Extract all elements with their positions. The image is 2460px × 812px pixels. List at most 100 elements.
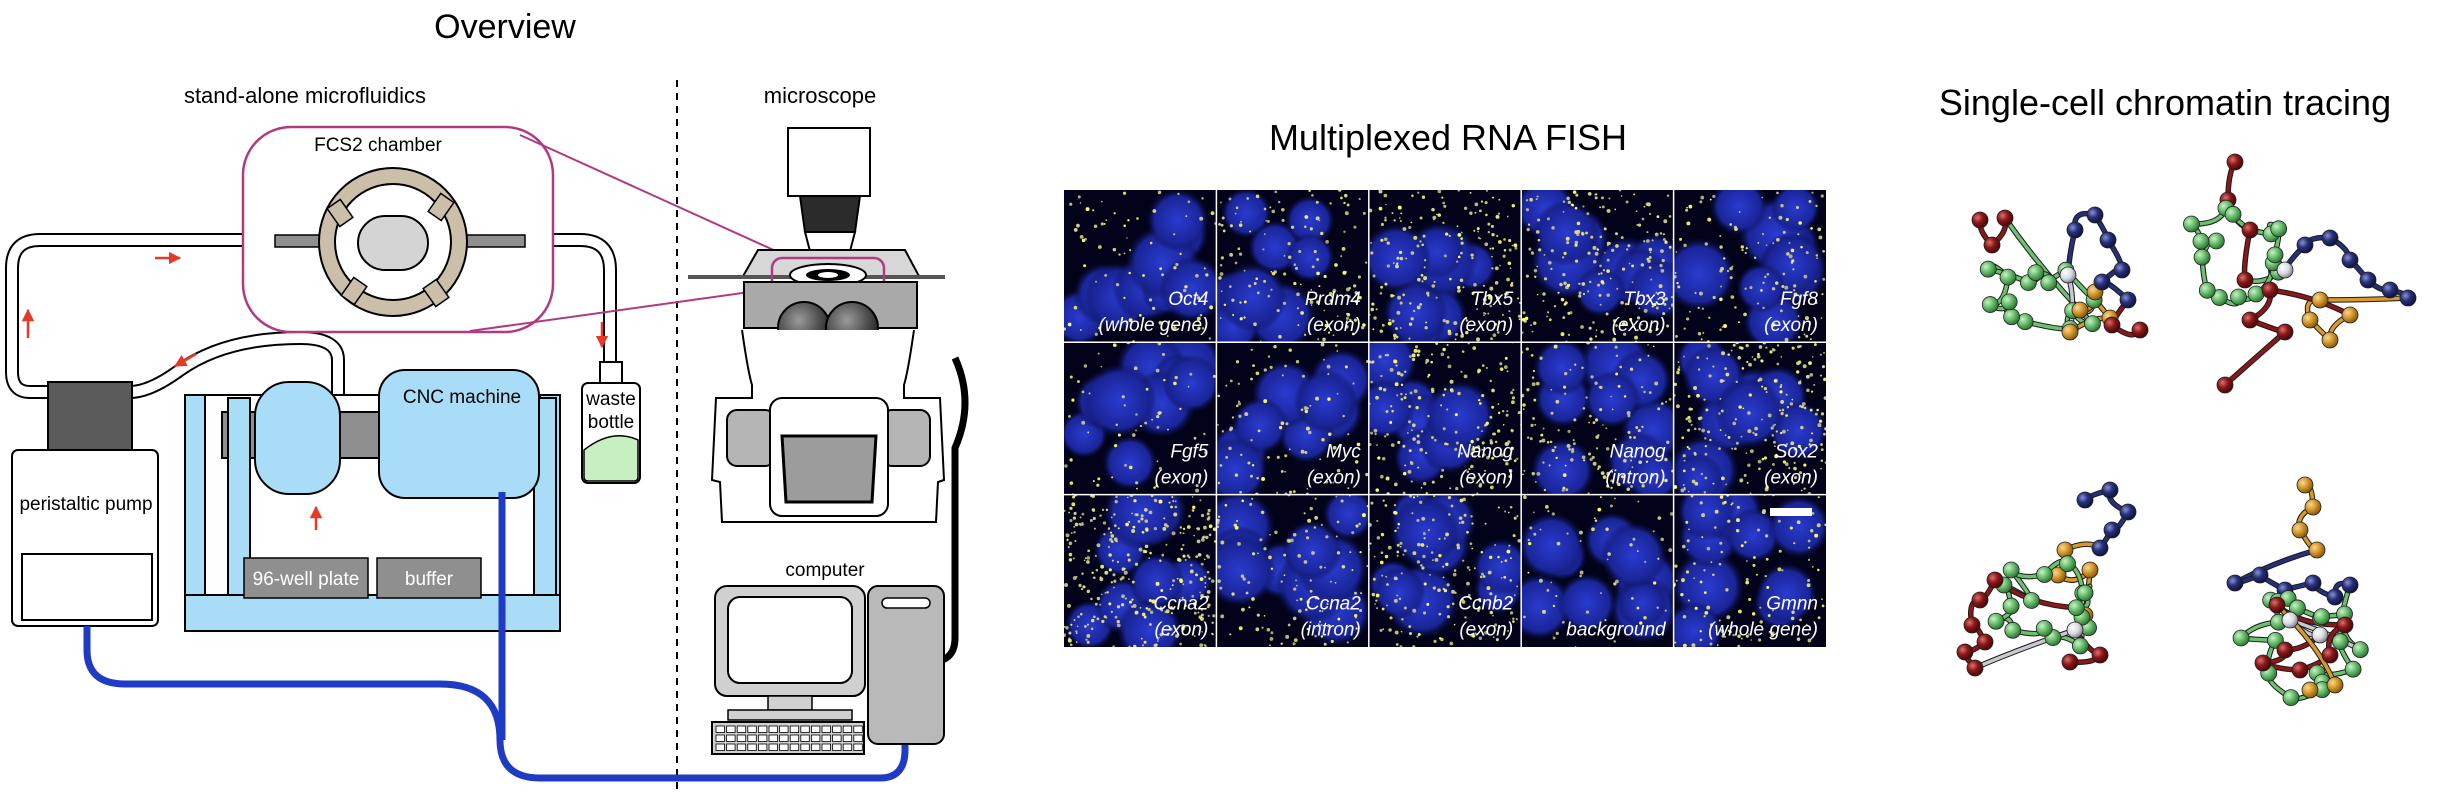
chromatin-bead — [2230, 288, 2247, 306]
fish-gene-label: Oct4 — [1168, 289, 1208, 310]
fish-gene-label: Nanog — [1457, 441, 1513, 462]
fish-gene-label: Nanog — [1610, 441, 1666, 462]
chromatin-bead — [2254, 654, 2272, 672]
fish-gene-label: Myc — [1326, 441, 1361, 462]
chromatin-trace-3 — [1956, 481, 2137, 677]
zoom-line-top — [519, 134, 801, 263]
chromatin-bead — [2399, 289, 2417, 307]
chromatin-trace-2 — [2183, 153, 2417, 394]
chromatin-bead — [2076, 491, 2094, 509]
chromatin-bead — [2341, 576, 2359, 594]
chromatin-bead — [2103, 316, 2121, 334]
fish-gene-label: Gmnn — [1766, 594, 1818, 615]
chromatin-bead — [2282, 689, 2300, 707]
fish-probe-type-label: (intron) — [1605, 467, 1665, 488]
chromatin-bead — [1963, 616, 1981, 634]
chromatin-bead — [2276, 261, 2294, 279]
chromatin-bead — [2086, 206, 2104, 224]
fish-probe-type-label: (exon) — [1307, 467, 1361, 488]
fish-panel — [1216, 190, 1369, 343]
chromatin-bead — [2061, 653, 2079, 671]
pump-label: peristaltic pump — [19, 494, 152, 515]
chromatin-bead — [2276, 641, 2294, 659]
chromatin-bead — [2027, 264, 2045, 282]
fish-panel — [1368, 342, 1522, 495]
chromatin-bead — [2351, 641, 2369, 659]
chromatin-bead — [2281, 611, 2299, 629]
chromatin-bead — [1983, 236, 2001, 254]
fish-panel — [1673, 190, 1826, 343]
fish-title: Multiplexed RNA FISH — [1269, 117, 1627, 158]
chromatin-bead — [2261, 281, 2279, 299]
fish-gene-label: Ccna2 — [1306, 594, 1361, 615]
chromatin-bead — [2311, 626, 2329, 644]
fish-probe-type-label: background — [1566, 620, 1667, 641]
chromatin-bead — [2308, 541, 2326, 559]
chromatin-bead — [2266, 246, 2284, 264]
chromatin-bead — [2336, 616, 2354, 634]
chromatin-bead — [2183, 215, 2200, 233]
chromatin-bead — [1979, 260, 1997, 278]
chromatin-bead — [2247, 285, 2265, 303]
microscope-heading: microscope — [764, 83, 876, 108]
fish-gene-label: Fgf8 — [1780, 289, 1818, 310]
fish-panel — [1521, 190, 1674, 343]
computer: computer — [711, 560, 945, 755]
fish-gene-label: Tbx5 — [1471, 289, 1514, 310]
chromatin-bead — [2313, 608, 2331, 626]
chromatin-bead — [2296, 236, 2314, 254]
fish-panel — [1216, 342, 1369, 495]
chromatin-bead — [1987, 612, 2005, 630]
chromatin-bead — [2081, 561, 2099, 579]
cnc-machine: CNC machine 96-well plate buffer — [184, 369, 561, 632]
chromatin-bead — [2113, 261, 2131, 279]
chromatin-bead — [1976, 633, 1994, 651]
fish-probe-type-label: (exon) — [1764, 467, 1818, 488]
chromatin-bead — [2321, 646, 2339, 664]
chromatin-bead — [1971, 591, 1989, 609]
chromatin-bead — [2344, 660, 2362, 678]
chromatin-bead — [2304, 498, 2322, 516]
chromatin-bead — [2326, 588, 2344, 606]
chromatin-bead — [2002, 597, 2020, 615]
chromatin-bead — [2002, 561, 2020, 579]
fish-panel — [1064, 342, 1217, 495]
fish-probe-type-label: (exon) — [1155, 620, 1209, 641]
chromatin-bead — [1956, 643, 1974, 661]
fish-panel — [1521, 494, 1674, 647]
chromatin-bead — [2268, 596, 2286, 614]
chromatin-bead — [2321, 331, 2339, 349]
fish-panel — [1368, 190, 1522, 343]
chromatin-bead — [2381, 281, 2399, 299]
chromatin-bead — [2000, 293, 2018, 311]
chromatin-bead — [1966, 659, 1984, 677]
chromatin-bead — [2103, 521, 2121, 539]
chromatin-bead — [2071, 301, 2089, 319]
chromatin-bead — [2241, 221, 2259, 239]
chromatin-bead — [2251, 566, 2269, 584]
fish-probe-type-label: (exon) — [1764, 315, 1818, 336]
fish-probe-type-label: (whole gene) — [1099, 315, 1209, 336]
chromatin-bead — [2101, 481, 2119, 499]
overview-section: Overview stand-alone microfluidics micro… — [5, 8, 969, 795]
keyboard-keys — [715, 725, 863, 751]
waste-bottle: waste bottle — [581, 361, 641, 484]
chromatin-bead — [2270, 220, 2288, 238]
chromatin-bead — [2224, 205, 2242, 223]
chromatin-bead — [2040, 274, 2058, 292]
chromatin-bead — [2216, 376, 2234, 394]
chromatin-bead — [2056, 541, 2074, 559]
chromatin-bead — [2311, 291, 2329, 309]
fish-panel — [1521, 342, 1674, 495]
chromatin-bead — [2076, 584, 2094, 602]
fish-probe-type-label: (exon) — [1459, 315, 1513, 336]
chromatin-bead — [2359, 271, 2377, 289]
chromatin-bead — [2232, 629, 2250, 647]
chromatin-bead — [1981, 296, 1999, 313]
peristaltic-pump: peristaltic pump — [11, 381, 159, 627]
fish-panel — [1673, 342, 1826, 495]
chromatin-bead — [2023, 592, 2040, 609]
chromatin-bead — [2119, 503, 2137, 521]
chromatin-bead — [2059, 555, 2076, 573]
cnc-label: CNC machine — [403, 387, 521, 408]
